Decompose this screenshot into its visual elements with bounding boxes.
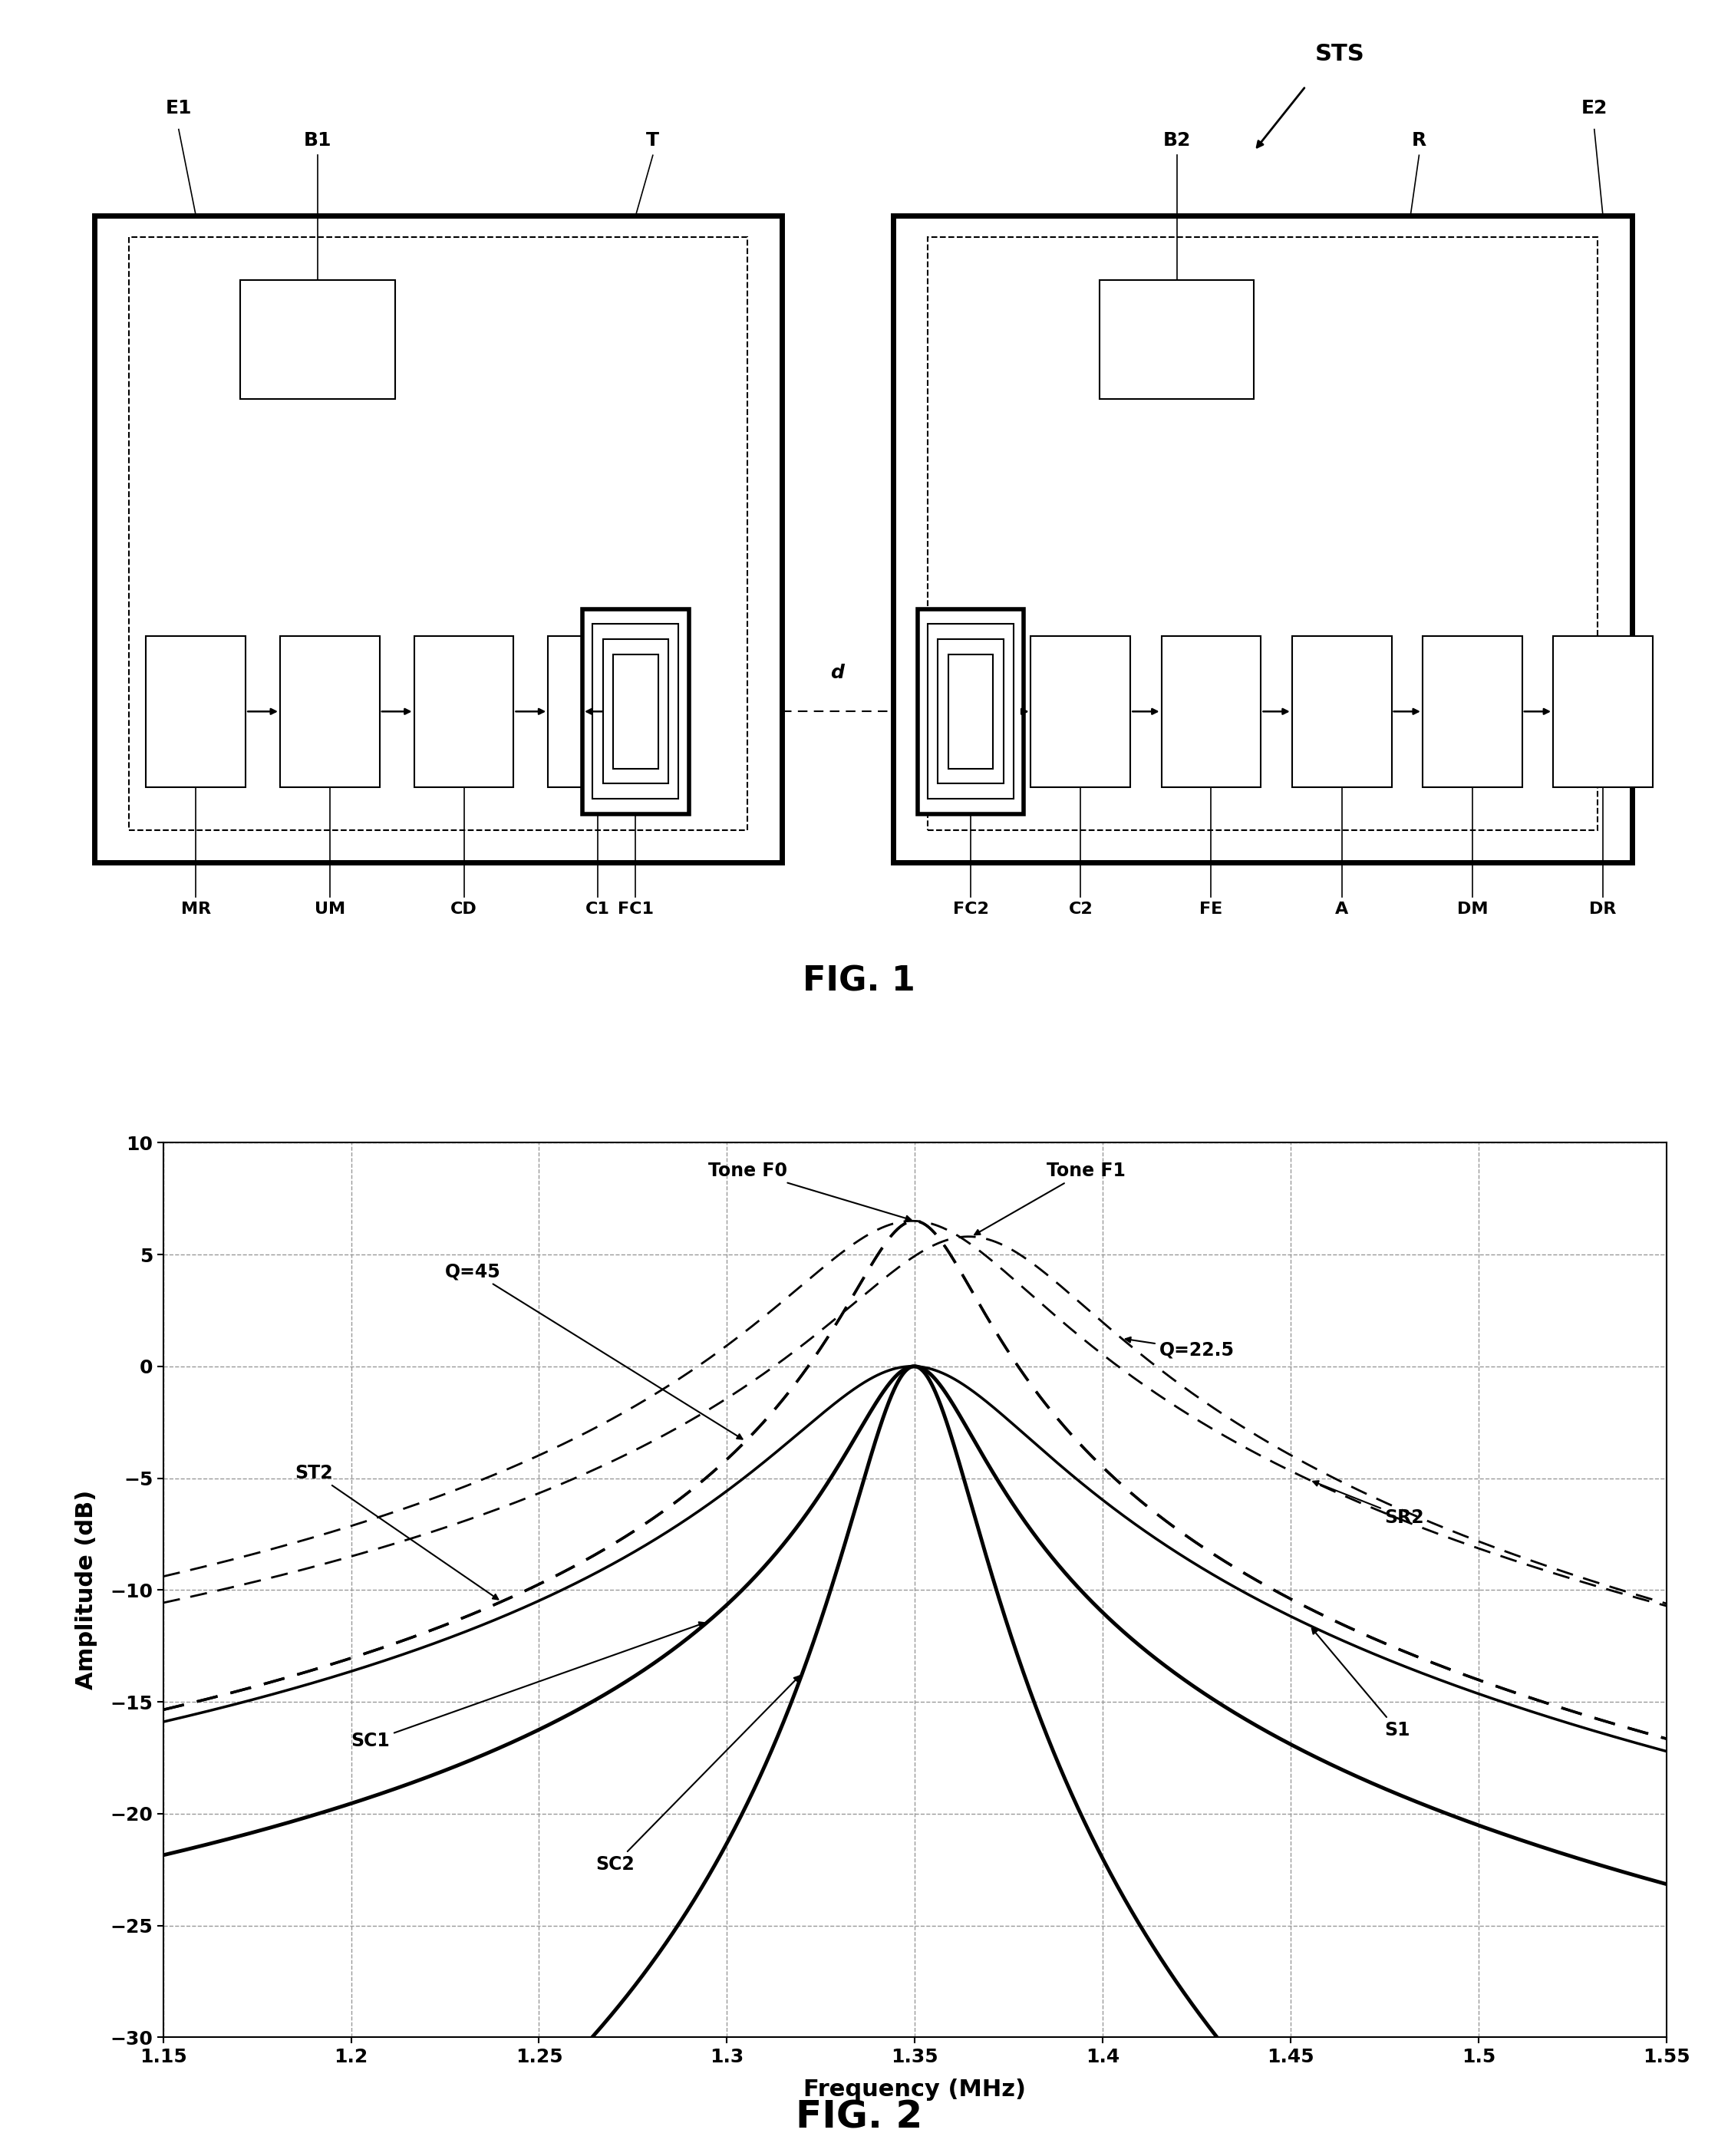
Bar: [548, 636, 648, 787]
Text: Tone F1: Tone F1: [974, 1162, 1125, 1235]
Text: SR2: SR2: [1313, 1481, 1424, 1526]
X-axis label: Frequency (MHz): Frequency (MHz): [804, 2078, 1026, 2100]
Bar: [146, 636, 246, 787]
Text: A: A: [1335, 901, 1349, 916]
Text: STS: STS: [1316, 43, 1364, 65]
Bar: [593, 623, 679, 798]
Bar: [928, 623, 1014, 798]
Text: FC1: FC1: [618, 901, 653, 916]
Y-axis label: Amplitude (dB): Amplitude (dB): [76, 1490, 98, 1690]
Text: d: d: [832, 664, 844, 681]
Bar: [1292, 636, 1392, 787]
Text: SC2: SC2: [596, 1675, 799, 1874]
Bar: [129, 237, 747, 830]
Bar: [917, 608, 1024, 813]
Text: B2: B2: [1163, 132, 1191, 149]
Text: B1: B1: [304, 132, 332, 149]
Bar: [948, 653, 993, 768]
Text: FC2: FC2: [953, 901, 988, 916]
Bar: [1100, 280, 1254, 399]
Text: CD: CD: [450, 901, 478, 916]
Bar: [1423, 636, 1522, 787]
Text: R: R: [1412, 132, 1426, 149]
Bar: [1161, 636, 1261, 787]
Text: T: T: [646, 132, 660, 149]
Bar: [1031, 636, 1130, 787]
Text: E1: E1: [165, 99, 192, 116]
Bar: [94, 216, 782, 862]
Bar: [603, 638, 668, 783]
Bar: [893, 216, 1632, 862]
Text: C2: C2: [1069, 901, 1093, 916]
Text: DM: DM: [1457, 901, 1488, 916]
Bar: [938, 638, 1003, 783]
Text: ST2: ST2: [295, 1464, 498, 1600]
Bar: [280, 636, 380, 787]
Text: S1: S1: [1313, 1628, 1410, 1740]
Bar: [1553, 636, 1653, 787]
Text: FE: FE: [1199, 901, 1223, 916]
Text: Q=45: Q=45: [445, 1261, 742, 1438]
Text: SC1: SC1: [350, 1621, 704, 1751]
Text: C1: C1: [586, 901, 610, 916]
Text: DR: DR: [1589, 901, 1617, 916]
Text: UM: UM: [314, 901, 345, 916]
Text: FIG. 1: FIG. 1: [802, 964, 916, 998]
Bar: [928, 237, 1598, 830]
Bar: [582, 608, 689, 813]
Bar: [241, 280, 395, 399]
Bar: [414, 636, 514, 787]
Text: FIG. 2: FIG. 2: [795, 2098, 923, 2137]
Text: MR: MR: [180, 901, 211, 916]
Bar: [613, 653, 658, 768]
Text: Tone F0: Tone F0: [708, 1162, 911, 1220]
Text: Q=22.5: Q=22.5: [1125, 1337, 1234, 1358]
Text: E2: E2: [1581, 99, 1608, 116]
